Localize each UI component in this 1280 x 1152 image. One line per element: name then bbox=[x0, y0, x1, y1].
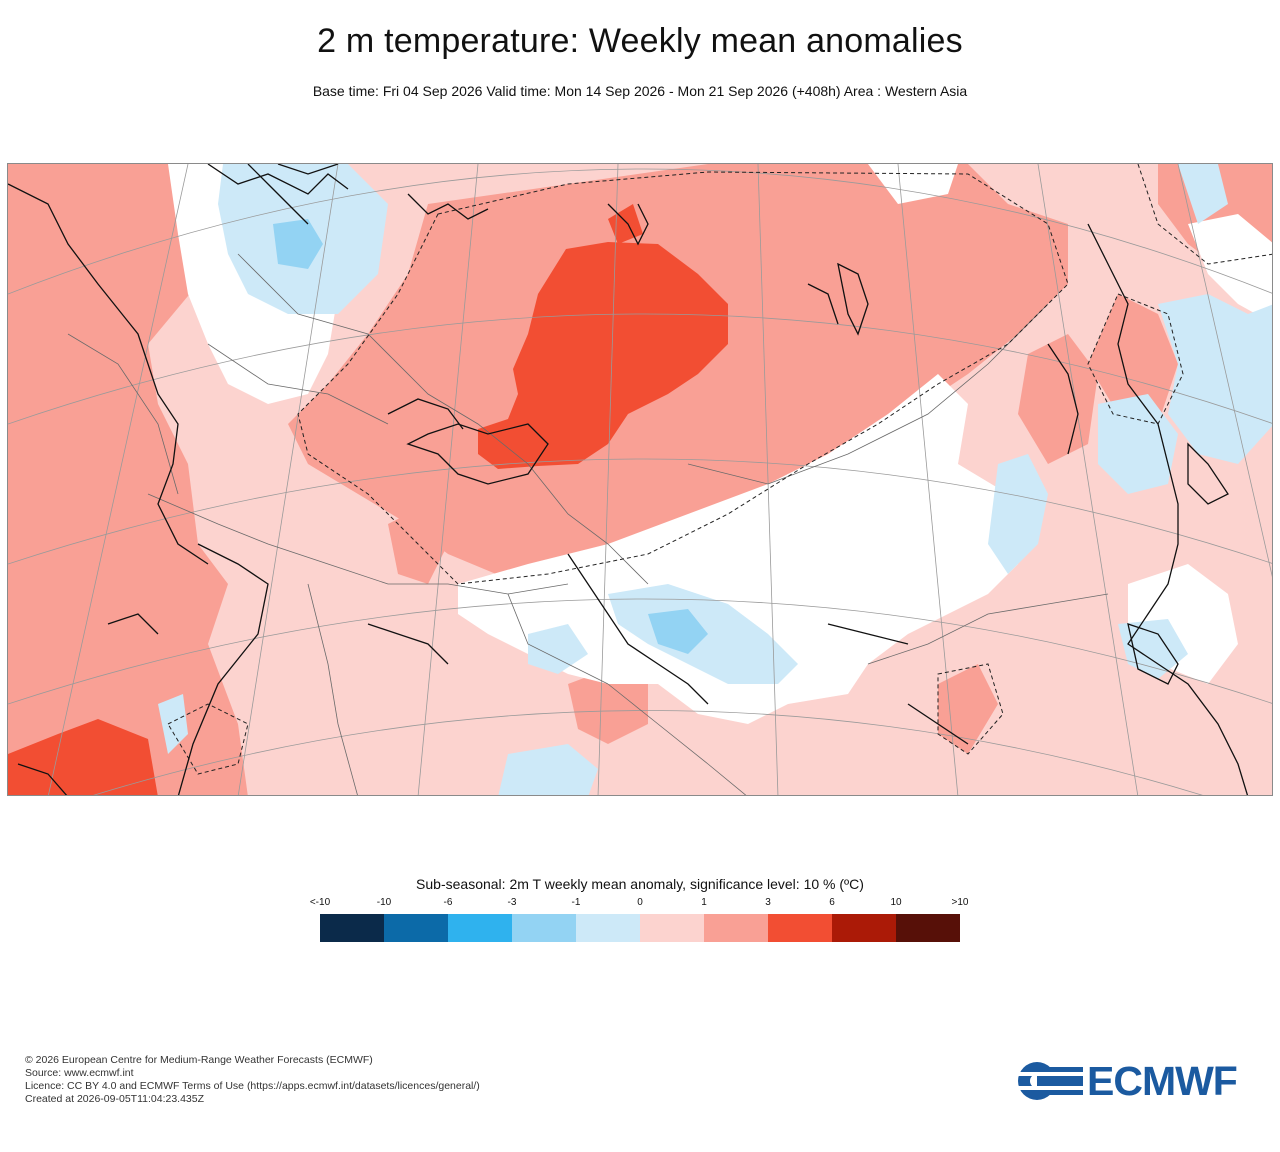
attribution-footer: © 2026 European Centre for Medium-Range … bbox=[25, 1054, 480, 1106]
legend-swatch bbox=[768, 914, 832, 942]
legend-swatch bbox=[832, 914, 896, 942]
legend-tick-label: -1 bbox=[571, 897, 581, 908]
cool-regions bbox=[273, 219, 708, 654]
legend-swatch bbox=[384, 914, 448, 942]
created-line: Created at 2026-09-05T11:04:23.435Z bbox=[25, 1093, 205, 1105]
ecmwf-logo-mark-icon bbox=[1017, 1062, 1083, 1100]
coastlines bbox=[8, 164, 1249, 795]
legend-tick-label: -3 bbox=[507, 897, 517, 908]
legend-swatch bbox=[576, 914, 640, 942]
legend-swatch bbox=[512, 914, 576, 942]
strong-warm-regions bbox=[8, 204, 728, 795]
anomaly-map-canvas bbox=[8, 164, 1272, 795]
licence-line: Licence: CC BY 4.0 and ECMWF Terms of Us… bbox=[25, 1080, 480, 1092]
legend-tick-label: 3 bbox=[765, 897, 771, 908]
legend-tick-label: 1 bbox=[701, 897, 707, 908]
legend-tick-label: 10 bbox=[890, 897, 902, 908]
map-subtitle: Base time: Fri 04 Sep 2026 Valid time: M… bbox=[312, 83, 968, 99]
anomaly-map bbox=[7, 163, 1273, 796]
legend-tick-label: <-10 bbox=[309, 897, 331, 908]
legend-tick-label: -6 bbox=[443, 897, 453, 908]
legend-tick-label: -10 bbox=[376, 897, 392, 908]
legend-swatch bbox=[704, 914, 768, 942]
copyright-line: © 2026 European Centre for Medium-Range … bbox=[25, 1054, 373, 1066]
legend-tick-labels: <-10 -10 -6 -3 -1 0 1 3 6 10 >10 bbox=[290, 897, 990, 911]
legend-swatch bbox=[640, 914, 704, 942]
ecmwf-logo: ECMWF bbox=[1017, 1058, 1257, 1104]
legend-tick-label: 6 bbox=[829, 897, 835, 908]
legend-tick-label: 0 bbox=[637, 897, 643, 908]
map-title: 2 m temperature: Weekly mean anomalies bbox=[317, 22, 963, 60]
graticule-lines bbox=[8, 164, 1272, 795]
legend-title: Sub-seasonal: 2m T weekly mean anomaly, … bbox=[416, 876, 864, 892]
mild-cool-regions bbox=[158, 164, 1272, 795]
ecmwf-logo-text: ECMWF bbox=[1087, 1057, 1238, 1104]
legend-swatch bbox=[896, 914, 960, 942]
legend-tick-label: >10 bbox=[951, 897, 969, 908]
source-line: Source: www.ecmwf.int bbox=[25, 1067, 134, 1079]
legend-swatch bbox=[448, 914, 512, 942]
legend-swatch bbox=[320, 914, 384, 942]
legend-color-bar bbox=[320, 914, 960, 942]
country-borders bbox=[67, 253, 1109, 795]
